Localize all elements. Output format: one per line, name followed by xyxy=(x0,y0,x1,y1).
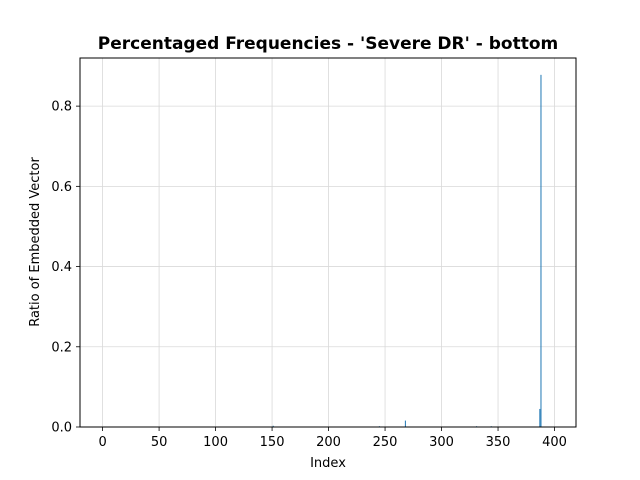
x-tick-label: 350 xyxy=(486,435,511,450)
bar xyxy=(539,408,541,427)
y-axis-label: Ratio of Embedded Vector xyxy=(28,157,43,327)
x-tick-label: 100 xyxy=(203,435,228,450)
y-tick-label: 0.2 xyxy=(51,340,72,355)
x-axis-label: Index xyxy=(310,456,346,471)
chart-title: Percentaged Frequencies - 'Severe DR' - … xyxy=(98,34,558,54)
x-tick-label: 250 xyxy=(373,435,398,450)
y-tick-label: 0.6 xyxy=(51,180,72,195)
bar xyxy=(540,74,542,428)
x-tick-label: 0 xyxy=(98,435,106,450)
bar xyxy=(404,420,406,427)
grid xyxy=(80,58,576,428)
y-tick-label: 0.0 xyxy=(51,421,72,436)
plot-frame xyxy=(79,57,577,428)
y-tick-label: 0.4 xyxy=(51,260,72,275)
x-axis: 0 50 100 150 200 250 300 350 400 xyxy=(98,427,567,450)
x-tick-label: 200 xyxy=(316,435,341,450)
x-tick-label: 300 xyxy=(429,435,454,450)
y-axis: 0.0 0.2 0.4 0.6 0.8 xyxy=(51,100,80,436)
bars xyxy=(272,74,542,428)
x-tick-label: 400 xyxy=(542,435,567,450)
y-tick-label: 0.8 xyxy=(51,100,72,115)
bar xyxy=(272,425,274,427)
x-tick-label: 150 xyxy=(260,435,285,450)
x-tick-label: 50 xyxy=(151,435,168,450)
